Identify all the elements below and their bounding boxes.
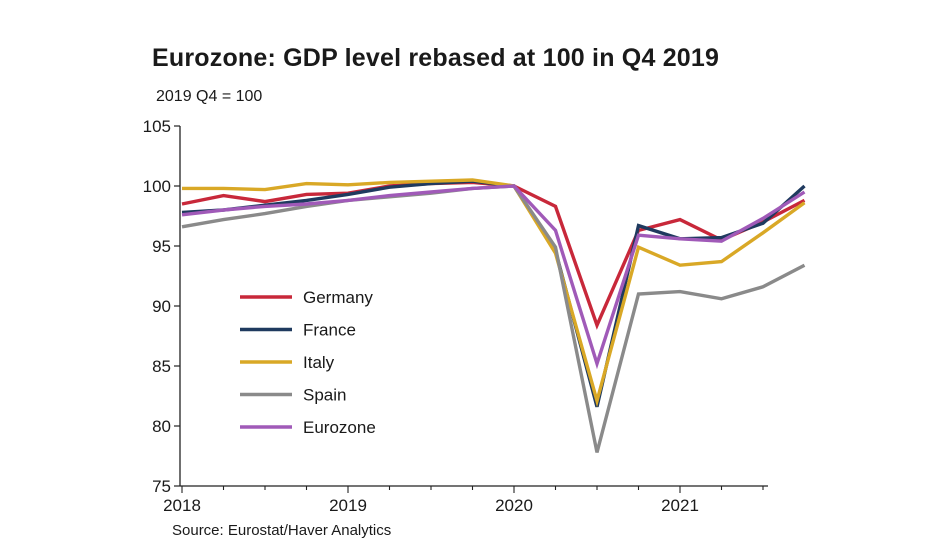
x-tick-label: 2018	[163, 496, 201, 515]
y-tick-label: 80	[152, 417, 171, 436]
x-tick-label: 2020	[495, 496, 533, 515]
series-line-france	[181, 179, 806, 408]
series-line-eurozone	[181, 184, 806, 370]
y-tick-label: 75	[152, 477, 171, 496]
series-line-italy	[182, 178, 806, 408]
y-tick-label: 105	[143, 117, 171, 136]
y-tick-label: 90	[152, 297, 171, 316]
x-tick-label: 2019	[329, 496, 367, 515]
legend-label-germany: Germany	[303, 288, 373, 307]
legend: Germany France Italy Spain Eurozone	[240, 288, 376, 437]
unit-label: 2019 Q4 = 100	[156, 88, 263, 105]
chart-title: Eurozone: GDP level rebased at 100 in Q4…	[152, 44, 720, 72]
y-tick-label: 100	[143, 177, 171, 196]
legend-label-spain: Spain	[303, 386, 346, 405]
series-line-spain	[181, 184, 806, 453]
legend-label-italy: Italy	[303, 353, 335, 372]
x-tick-label: 2021	[661, 496, 699, 515]
series-layer	[181, 178, 806, 453]
y-tick-label: 85	[152, 357, 171, 376]
axes: 75 80 85 90 95 100 105 2018 2019 2020 2021	[143, 117, 768, 515]
legend-label-france: France	[303, 321, 356, 340]
source-note: Source: Eurostat/Haver Analytics	[172, 522, 392, 539]
legend-label-eurozone: Eurozone	[303, 418, 376, 437]
y-tick-label: 95	[152, 237, 171, 256]
